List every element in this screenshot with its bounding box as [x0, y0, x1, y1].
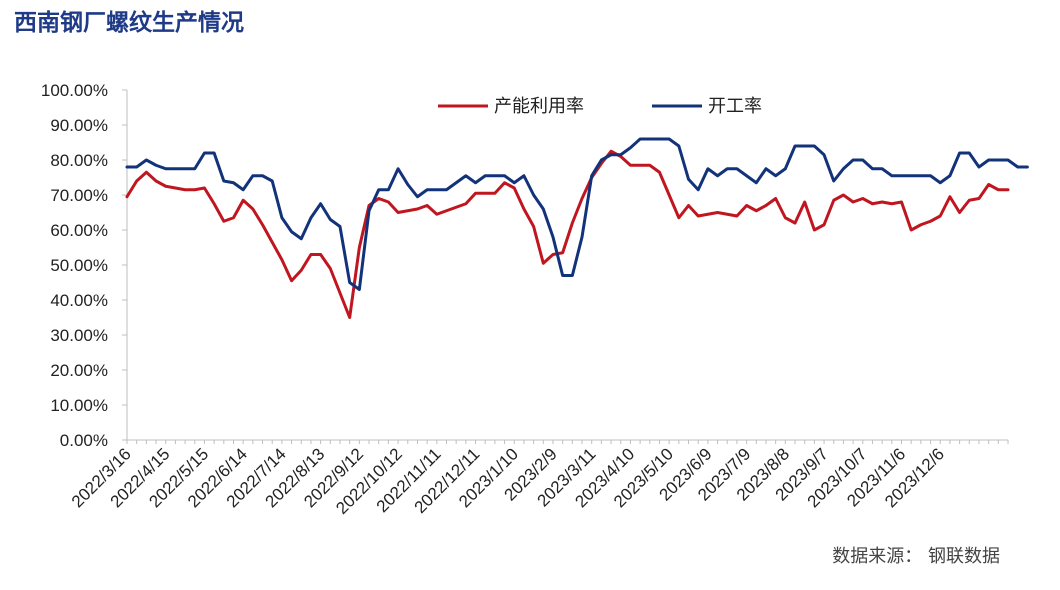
y-tick-label: 40.00% — [50, 291, 108, 310]
y-axis: 0.00% 10.00% 20.00% 30.00% 40.00% 50.00% 60.00… — [41, 81, 128, 450]
y-tick-label: 80.00% — [50, 151, 108, 170]
series-line-1 — [125, 137, 1029, 291]
y-tick-label: 60.00% — [50, 221, 108, 240]
legend: 产能利用率 开工率 — [438, 96, 762, 117]
legend-label-0: 产能利用率 — [494, 96, 584, 117]
y-tick-label: 20.00% — [50, 361, 108, 380]
y-tick-label: 90.00% — [50, 116, 108, 135]
x-axis: 2022/3/162022/4/152022/5/152022/6/142022… — [68, 439, 1009, 518]
series-line-0 — [125, 149, 1010, 319]
series-lines — [125, 137, 1029, 319]
y-tick-label: 10.00% — [50, 396, 108, 415]
y-tick-label: 30.00% — [50, 326, 108, 345]
y-tick-label: 50.00% — [50, 256, 108, 275]
chart-title: 西南钢厂螺纹生产情况 — [14, 9, 244, 36]
legend-label-1: 开工率 — [708, 96, 762, 117]
y-tick-label: 70.00% — [50, 186, 108, 205]
y-tick-label: 100.00% — [41, 81, 108, 100]
source-note: 数据来源： 钢联数据 — [832, 546, 1000, 567]
y-tick-label: 0.00% — [60, 431, 108, 450]
